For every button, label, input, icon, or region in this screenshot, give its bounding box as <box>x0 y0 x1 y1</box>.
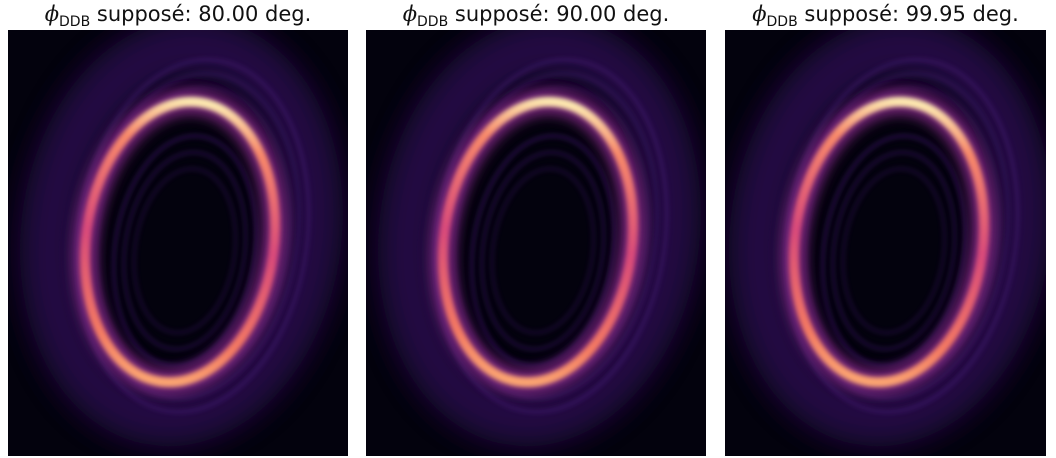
title-part: supposé: 90.00 deg. <box>454 2 670 26</box>
title-part: ϕ <box>402 2 418 26</box>
title-part: supposé: 80.00 deg. <box>96 2 312 26</box>
ring-group <box>729 30 1046 447</box>
panel: ϕDDB supposé: 99.95 deg. <box>725 0 1046 458</box>
ring-group <box>378 30 701 447</box>
halo <box>729 30 1046 447</box>
title-part: ϕ <box>752 2 767 26</box>
panel-title: ϕDDB supposé: 99.95 deg. <box>705 2 1056 30</box>
inner-fringe <box>469 133 616 368</box>
inner-fringe <box>830 150 957 352</box>
inner-fringe <box>841 166 947 335</box>
image <box>366 30 706 456</box>
title-part: DDB <box>417 14 449 31</box>
panel-title: ϕDDB supposé: 80.00 deg. <box>0 2 368 30</box>
ring <box>437 96 639 388</box>
panel: ϕDDB supposé: 80.00 deg. <box>8 0 348 458</box>
title-part: DDB <box>766 14 798 31</box>
inner-fringe <box>820 133 967 368</box>
halo <box>378 30 701 447</box>
image <box>725 30 1046 456</box>
title-part: DDB <box>59 14 91 31</box>
title-part: ϕ <box>44 2 60 26</box>
inner-fringe <box>111 133 258 368</box>
panel: ϕDDB supposé: 90.00 deg. <box>366 0 706 458</box>
inner-fringe <box>490 166 596 335</box>
halo <box>20 30 343 447</box>
panel-title: ϕDDB supposé: 90.00 deg. <box>346 2 726 30</box>
inner-fringe <box>479 150 606 352</box>
ring <box>79 96 281 388</box>
inner-fringe <box>121 150 248 352</box>
title-part: supposé: 99.95 deg. <box>804 2 1019 26</box>
ring <box>788 96 990 388</box>
ring-group <box>20 30 343 447</box>
inner-fringe <box>132 166 238 335</box>
image <box>8 30 348 456</box>
